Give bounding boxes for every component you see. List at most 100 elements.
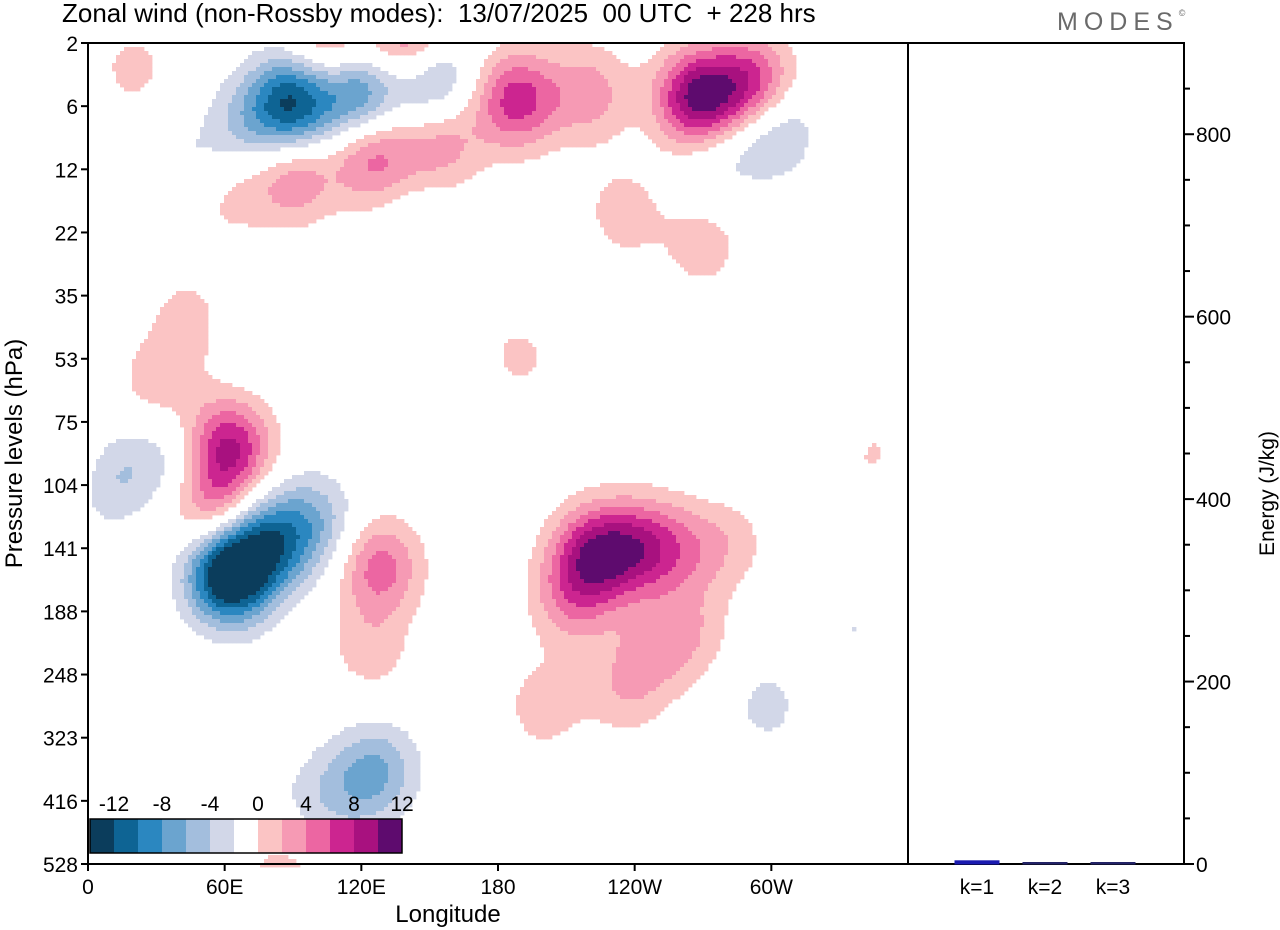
heatmap-cell <box>696 83 701 88</box>
heatmap-cell <box>672 139 677 144</box>
heatmap-cell <box>140 363 145 368</box>
heatmap-cell <box>176 351 181 356</box>
heatmap-cell <box>508 143 513 148</box>
heatmap-cell <box>404 99 409 104</box>
heatmap-cell <box>264 147 269 152</box>
heatmap-cell <box>728 75 733 80</box>
heatmap-cell <box>640 187 645 192</box>
heatmap-cell <box>500 71 505 76</box>
heatmap-cell <box>180 307 185 312</box>
heatmap-cell <box>544 55 549 60</box>
heatmap-cell <box>404 187 409 192</box>
heatmap-cell <box>200 347 205 352</box>
heatmap-cell <box>360 163 365 168</box>
heatmap-cell <box>440 83 445 88</box>
heatmap-cell <box>572 71 577 76</box>
heatmap-cell <box>628 95 633 100</box>
heatmap-cell <box>156 375 161 380</box>
heatmap-cell <box>220 91 225 96</box>
heatmap-cell <box>652 139 657 144</box>
heatmap-cell <box>592 123 597 128</box>
heatmap-cell <box>216 119 221 124</box>
heatmap-cell <box>740 67 745 72</box>
heatmap-cell <box>648 131 653 136</box>
heatmap-cell <box>472 155 477 160</box>
heatmap-cell <box>752 55 757 60</box>
heatmap-cell <box>252 191 257 196</box>
heatmap-cell <box>744 71 749 76</box>
heatmap-cell <box>724 239 729 244</box>
heatmap-cell <box>528 351 533 356</box>
heatmap-cell <box>140 351 145 356</box>
heatmap-cell <box>328 107 333 112</box>
heatmap-cell <box>320 215 325 220</box>
heatmap-cell <box>632 231 637 236</box>
heatmap-cell <box>160 331 165 336</box>
heatmap-cell <box>584 131 589 136</box>
heatmap-cell <box>388 163 393 168</box>
heatmap-cell <box>220 131 225 136</box>
heatmap-cell <box>664 75 669 80</box>
heatmap-cell <box>672 71 677 76</box>
heatmap-cell <box>488 67 493 72</box>
heatmap-cell <box>448 127 453 132</box>
heatmap-cell <box>668 219 673 224</box>
heatmap-cell <box>304 223 309 228</box>
heatmap-cell <box>516 71 521 76</box>
heatmap-cell <box>668 103 673 108</box>
heatmap-cell <box>688 99 693 104</box>
heatmap-cell <box>652 231 657 236</box>
heatmap-cell <box>196 379 201 384</box>
heatmap-cell <box>612 107 617 112</box>
heatmap-cell <box>360 167 365 172</box>
heatmap-cell <box>312 91 317 96</box>
heatmap-cell <box>208 107 213 112</box>
heatmap-cell <box>288 55 293 60</box>
heatmap-cell <box>700 75 705 80</box>
heatmap-cell <box>216 123 221 128</box>
heatmap-cell <box>620 87 625 92</box>
heatmap-cell <box>336 159 341 164</box>
heatmap-cell <box>556 51 561 56</box>
heatmap-cell <box>556 103 561 108</box>
heatmap-cell <box>432 135 437 140</box>
heatmap-cell <box>480 151 485 156</box>
heatmap-cell <box>500 47 505 52</box>
heatmap-cell <box>372 183 377 188</box>
heatmap-cell <box>560 95 565 100</box>
heatmap-cell <box>204 139 209 144</box>
heatmap-cell <box>336 123 341 128</box>
heatmap-cell <box>592 79 597 84</box>
heatmap-cell <box>280 103 285 108</box>
heatmap-cell <box>608 59 613 64</box>
heatmap-cell <box>492 75 497 80</box>
heatmap-cell <box>628 179 633 184</box>
heatmap-cell <box>424 95 429 100</box>
heatmap-cell <box>264 63 269 68</box>
heatmap-cell <box>360 83 365 88</box>
heatmap-cell <box>724 75 729 80</box>
heatmap-cell <box>272 167 277 172</box>
heatmap-cell <box>500 79 505 84</box>
heatmap-cell <box>520 159 525 164</box>
heatmap-cell <box>676 67 681 72</box>
heatmap-cell <box>704 43 709 48</box>
heatmap-cell <box>608 79 613 84</box>
heatmap-cell <box>792 155 797 160</box>
heatmap-cell <box>272 199 277 204</box>
heatmap-cell <box>768 59 773 64</box>
heatmap-cell <box>284 183 289 188</box>
heatmap-cell <box>376 139 381 144</box>
heatmap-cell <box>364 99 369 104</box>
heatmap-cell <box>712 247 717 252</box>
heatmap-cell <box>288 103 293 108</box>
heatmap-cell <box>300 223 305 228</box>
heatmap-cell <box>160 339 165 344</box>
heatmap-cell <box>488 127 493 132</box>
heatmap-cell <box>384 47 389 52</box>
heatmap-cell <box>632 211 637 216</box>
heatmap-cell <box>584 87 589 92</box>
heatmap-cell <box>528 355 533 360</box>
heatmap-cell <box>164 359 169 364</box>
heatmap-cell <box>152 355 157 360</box>
